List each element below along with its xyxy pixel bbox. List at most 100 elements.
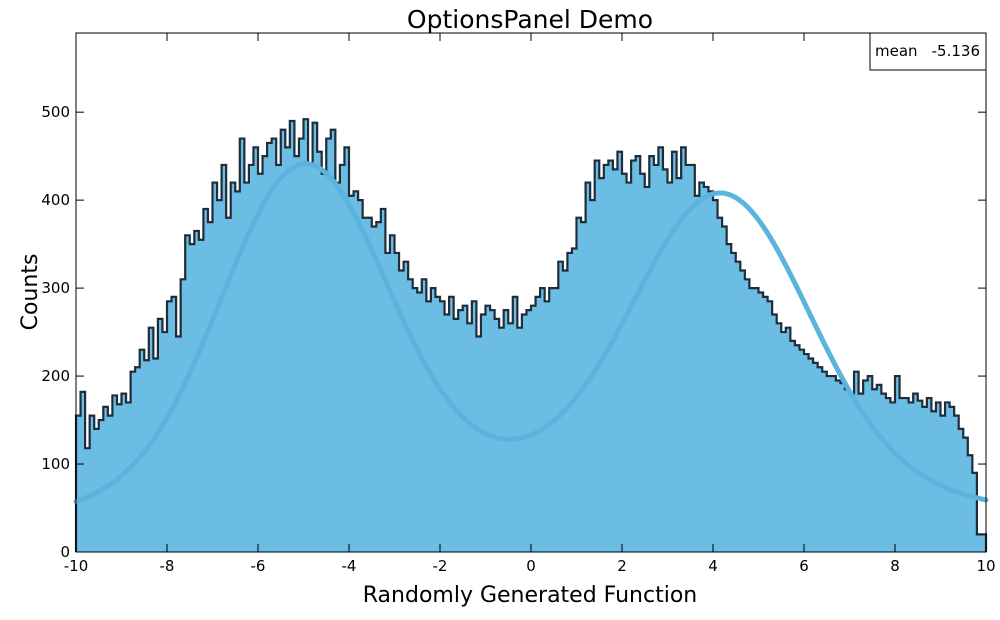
histogram-bar [603, 164, 609, 552]
histogram-bar [226, 217, 232, 552]
histogram-bar [854, 371, 859, 552]
chart-title: OptionsPanel Demo [407, 5, 653, 34]
histogram-bar [189, 244, 195, 552]
histogram-bar [298, 138, 304, 552]
x-tick-label: -4 [342, 557, 357, 575]
histogram-bar [453, 318, 459, 552]
histogram-bar [330, 129, 336, 553]
histogram-bar [412, 288, 418, 552]
histogram-bar [763, 296, 768, 552]
histogram-bar [157, 318, 163, 552]
histogram-bar [540, 288, 546, 552]
histogram-bar [708, 191, 714, 552]
histogram-bar [176, 336, 182, 552]
histogram-bar [872, 389, 878, 552]
histogram-bar [349, 195, 354, 552]
histogram-bar [162, 332, 168, 552]
histogram-bar [890, 402, 896, 552]
histogram-bar [735, 261, 741, 552]
histogram-bar [826, 376, 832, 552]
histogram-bar [885, 398, 891, 552]
x-tick-label: 4 [708, 557, 718, 575]
histogram-bar [362, 217, 368, 552]
histogram-bar [358, 200, 364, 552]
histogram-bar [776, 323, 782, 552]
histogram-bar [713, 200, 718, 552]
histogram-bar [758, 292, 764, 552]
histogram-bar [576, 217, 582, 552]
x-tick-label: -8 [160, 557, 175, 575]
histogram-bar [644, 186, 650, 552]
histogram-bar [417, 292, 423, 552]
histogram-bar [585, 182, 591, 553]
histogram-bar [258, 173, 263, 552]
histogram-bar [435, 296, 441, 552]
histogram-bar [844, 389, 850, 552]
histogram-bar [958, 428, 964, 552]
histogram-bar [353, 191, 359, 552]
histogram-bar [458, 310, 464, 552]
histogram-bar [385, 252, 391, 552]
histogram-bar [294, 156, 300, 553]
histogram-bar [626, 182, 632, 553]
histogram-bar [790, 340, 796, 552]
histogram-bar [794, 345, 800, 552]
histogram-bar [207, 222, 213, 552]
histogram-bar [235, 191, 241, 552]
histogram-bar [672, 151, 677, 552]
histogram-bar [594, 160, 600, 552]
histogram-bar [449, 296, 455, 552]
histogram-bar [881, 393, 887, 552]
histogram-bar [171, 296, 177, 552]
histogram-bar [440, 301, 445, 552]
histogram-bar [835, 380, 841, 552]
histogram-bar [367, 217, 373, 552]
y-tick-label: 400 [41, 191, 70, 209]
histogram-bar [144, 360, 150, 552]
histogram-bar [244, 182, 250, 553]
histogram-bar [744, 279, 750, 552]
histogram-bar [531, 305, 536, 552]
histogram-bar [808, 358, 814, 552]
x-tick-label: 0 [526, 557, 536, 575]
histogram-bar [840, 383, 846, 552]
histogram-bar [926, 398, 932, 552]
histogram-bar [895, 376, 900, 552]
histogram-bar [731, 252, 737, 552]
histogram-bar [230, 182, 236, 553]
histogram-bar [217, 200, 222, 552]
stats-value: -5.136 [932, 42, 980, 60]
histogram-bar [430, 288, 436, 552]
histogram-bar [622, 173, 627, 552]
histogram-bar [813, 362, 819, 552]
histogram-bar [858, 393, 864, 552]
histogram-bar [203, 208, 209, 553]
x-axis: -10 -8 -6 -4 -2 0 2 4 6 8 10 [64, 33, 996, 575]
histogram-bar [722, 226, 728, 552]
histogram-bar [394, 252, 400, 552]
histogram-bar [753, 288, 759, 552]
x-tick-label: 10 [976, 557, 995, 575]
histogram-bar [767, 301, 773, 552]
histogram-bar [945, 402, 950, 552]
histogram-bar [649, 156, 655, 553]
histogram-bar [972, 472, 978, 552]
histogram-bar [599, 178, 605, 552]
histogram-bar [153, 358, 159, 552]
histogram-bar [467, 323, 473, 552]
histogram-bar [221, 164, 227, 552]
x-tick-label: 6 [799, 557, 809, 575]
histogram-bar [239, 138, 245, 552]
histogram-bar [949, 406, 955, 552]
histogram-bar [126, 402, 131, 552]
histogram-bar [303, 119, 309, 552]
x-tick-label: -6 [251, 557, 266, 575]
histogram-bar [908, 402, 914, 552]
histogram-bar [781, 332, 787, 552]
histogram-bar [403, 261, 409, 552]
histogram-bar [526, 310, 532, 552]
y-tick-label: 300 [41, 279, 70, 297]
histogram-bar [667, 182, 673, 553]
histogram-bar [371, 226, 377, 552]
histogram-bar [876, 384, 882, 552]
